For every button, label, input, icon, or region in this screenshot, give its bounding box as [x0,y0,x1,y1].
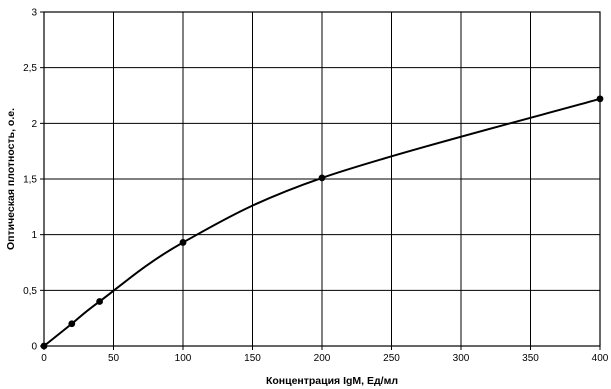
x-tick-label: 350 [522,353,539,364]
y-tick-label: 0,5 [23,286,37,297]
series [40,95,604,350]
data-point-0 [40,342,48,350]
data-point-1 [68,320,76,328]
y-tick-label: 2,5 [23,63,37,74]
data-point-5 [596,95,604,103]
data-point-2 [96,298,103,305]
y-tick-labels: 0 0,5 1 1,5 2 2,5 3 [23,8,37,353]
x-tick-label: 400 [592,353,609,364]
y-tick-label: 0 [31,342,37,353]
y-tick-label: 1,5 [23,175,37,186]
y-tick-label: 2 [31,119,37,130]
x-tick-label: 300 [453,353,470,364]
data-point-4 [318,174,326,182]
data-point-3 [179,239,187,246]
x-tick-label: 150 [244,353,261,364]
x-tick-label: 0 [41,353,47,364]
x-tick-labels: 0 50 100 150 200 250 300 350 400 [41,353,609,364]
x-tick-label: 200 [314,353,331,364]
axes [40,11,601,350]
y-tick-label: 3 [31,8,37,19]
x-tick-label: 100 [175,353,192,364]
y-tick-label: 1 [31,230,37,241]
x-tick-label: 50 [108,353,120,364]
y-axis-title: Оптическая плотность, о.е. [5,108,17,250]
x-tick-label: 250 [383,353,400,364]
x-axis-title: Концентрация IgM, Ед/мл [266,375,398,387]
grid [44,12,600,346]
